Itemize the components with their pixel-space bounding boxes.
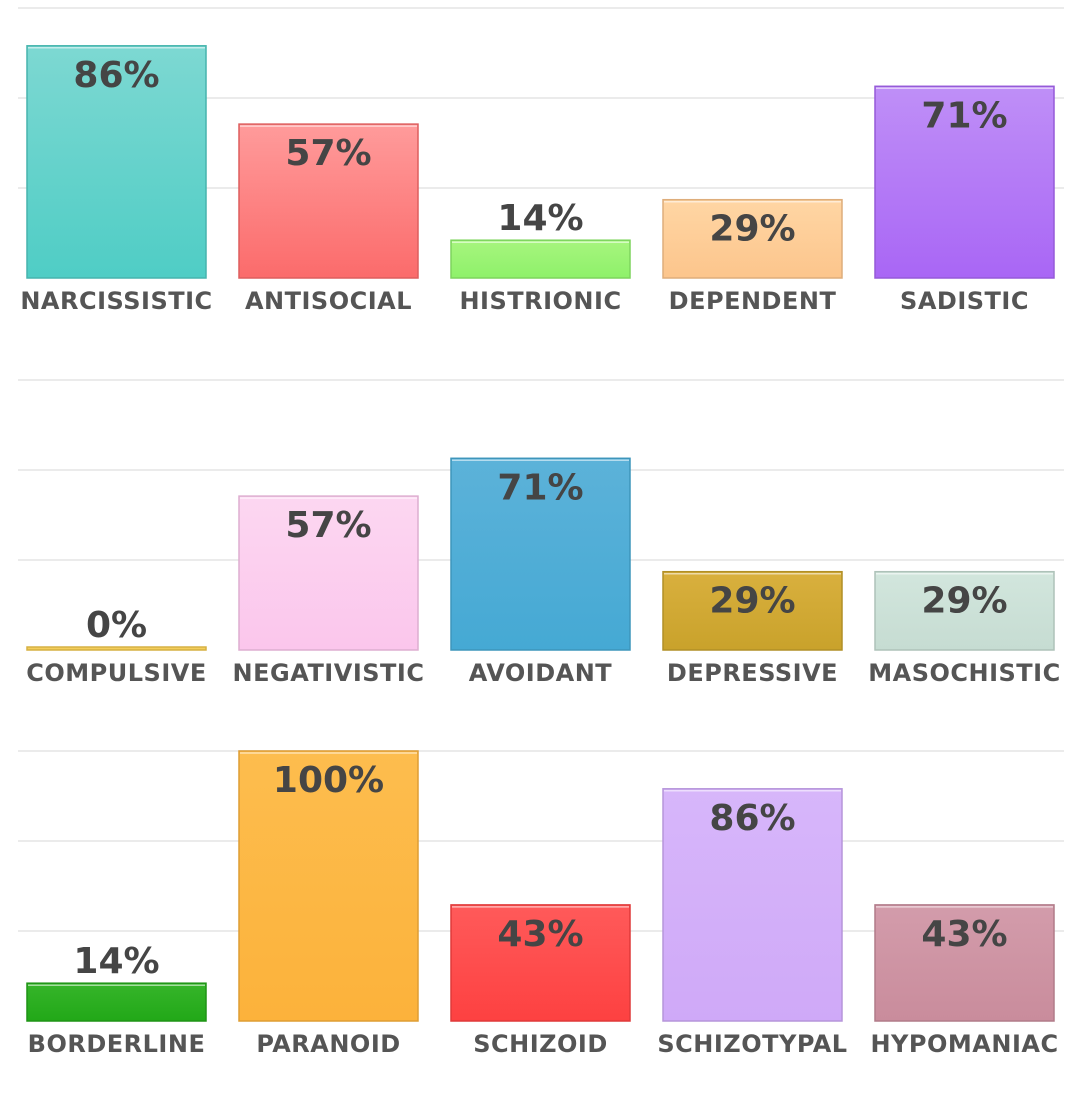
value-label-schizoid: 43% <box>497 914 583 955</box>
category-label-schizoid: SCHIZOID <box>473 1030 608 1058</box>
category-label-depressive: DEPRESSIVE <box>667 659 838 687</box>
bar-sadistic <box>874 85 1055 279</box>
bar-paranoid <box>238 750 419 1022</box>
category-label-histrionic: HISTRIONIC <box>459 287 621 315</box>
value-label-narcissistic: 86% <box>73 55 159 96</box>
bar-schizotypal <box>662 788 843 1022</box>
value-label-sadistic: 71% <box>921 95 1007 136</box>
value-label-compulsive: 0% <box>86 605 147 646</box>
bar-compulsive <box>26 646 207 651</box>
category-label-narcissistic: NARCISSISTIC <box>20 287 212 315</box>
bar-depressive <box>662 570 843 651</box>
category-label-antisocial: ANTISOCIAL <box>245 287 412 315</box>
chart-panel-2: 0% COMPULSIVE 57% NEGATIVISTIC 71% AVOIDANT 29… <box>18 379 1064 687</box>
value-label-schizotypal: 86% <box>709 798 795 839</box>
bar-antisocial <box>238 123 419 279</box>
bar-narcissistic <box>26 45 207 279</box>
bar-histrionic <box>450 239 631 279</box>
bar-negativistic <box>238 495 419 651</box>
bar-avoidant <box>450 457 631 651</box>
bar-borderline <box>26 982 207 1022</box>
category-label-sadistic: SADISTIC <box>900 287 1029 315</box>
category-label-negativistic: NEGATIVISTIC <box>233 659 425 687</box>
value-label-antisocial: 57% <box>285 133 371 174</box>
bar-masochistic <box>874 570 1055 651</box>
bar-schizoid <box>450 904 631 1022</box>
category-label-schizotypal: SCHIZOTYPAL <box>657 1030 847 1058</box>
value-label-histrionic: 14% <box>497 198 583 239</box>
value-label-negativistic: 57% <box>285 505 371 546</box>
category-label-paranoid: PARANOID <box>256 1030 400 1058</box>
bar-hypomaniac <box>874 904 1055 1022</box>
category-label-avoidant: AVOIDANT <box>469 659 613 687</box>
chart-panel-3: 14% BORDERLINE 100% PARANOID 43% SCHIZOID 86% S… <box>18 750 1064 1058</box>
value-label-dependent: 29% <box>709 209 795 250</box>
category-label-borderline: BORDERLINE <box>28 1030 206 1058</box>
category-label-compulsive: COMPULSIVE <box>26 659 206 687</box>
value-label-borderline: 14% <box>73 941 159 982</box>
category-label-hypomaniac: HYPOMANIAC <box>870 1030 1058 1058</box>
category-label-dependent: DEPENDENT <box>669 287 837 315</box>
value-label-paranoid: 100% <box>273 760 384 801</box>
chart-panel-1: 86% NARCISSISTIC 57% ANTISOCIAL 14% HISTRIONI… <box>18 7 1064 315</box>
bar-dependent <box>662 198 843 279</box>
value-label-masochistic: 29% <box>921 581 1007 622</box>
category-label-masochistic: MASOCHISTIC <box>868 659 1060 687</box>
value-label-hypomaniac: 43% <box>921 914 1007 955</box>
value-label-depressive: 29% <box>709 581 795 622</box>
value-label-avoidant: 71% <box>497 467 583 508</box>
